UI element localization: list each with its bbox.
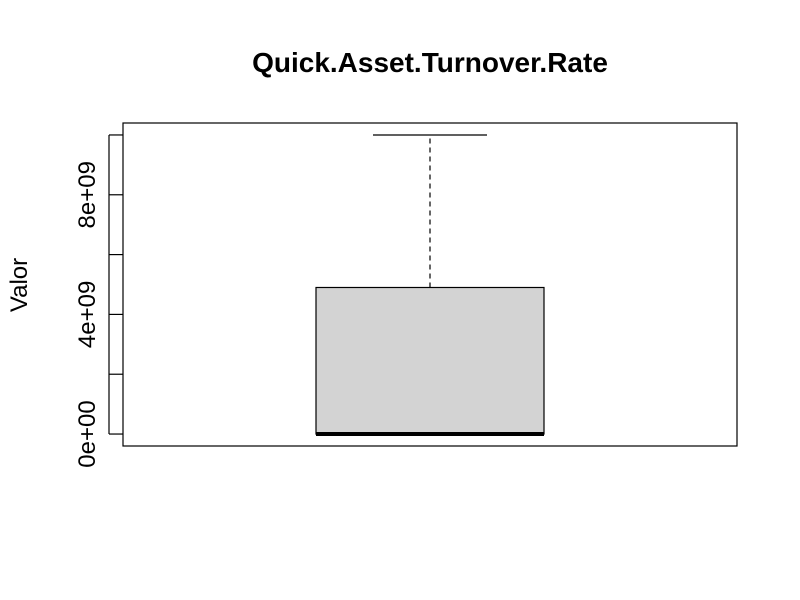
y-tick-label: 0e+00	[74, 400, 101, 467]
y-tick-label: 8e+09	[74, 161, 101, 228]
y-axis: 0e+00 4e+09 8e+09	[74, 134, 123, 468]
interquartile-box	[315, 286, 545, 435]
y-axis-label: Valor	[6, 258, 33, 312]
y-tick-label: 4e+09	[74, 281, 101, 348]
box-group	[315, 134, 545, 437]
plot-frame	[122, 122, 738, 447]
chart-title: Quick.Asset.Turnover.Rate	[252, 47, 608, 78]
